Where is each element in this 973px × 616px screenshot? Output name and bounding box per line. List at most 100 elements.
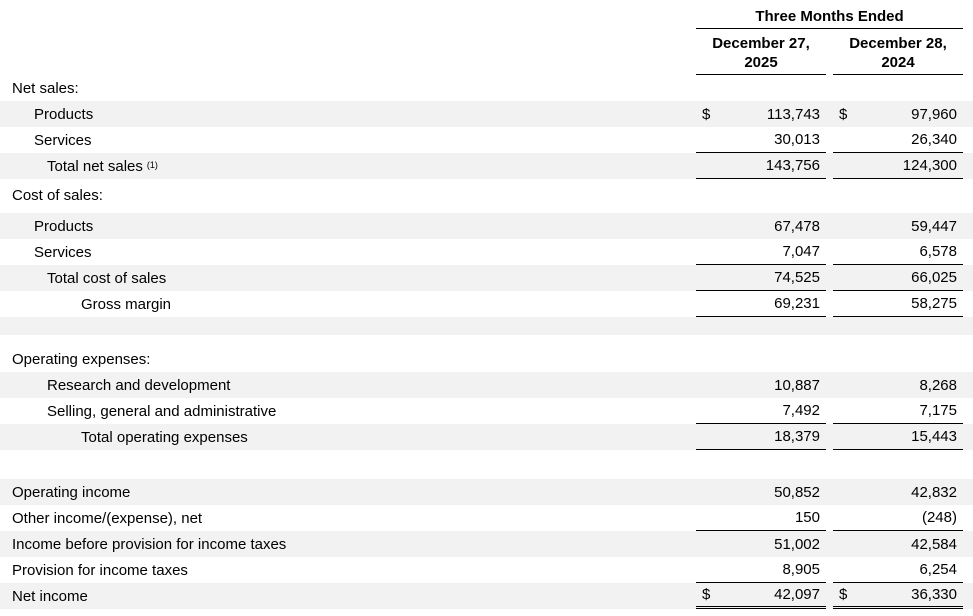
row-label: Total net sales (1) [47, 157, 158, 175]
table-row: Operating expenses: [0, 346, 973, 372]
column-gap [826, 531, 833, 557]
dollar-sign: $ [839, 105, 848, 123]
value-col-2: 26,340 [833, 127, 963, 153]
value-col-1 [696, 182, 826, 208]
table-row: Income before provision for income taxes… [0, 531, 973, 557]
value-col-1: 150 [696, 505, 826, 531]
right-margin [963, 213, 973, 239]
column-gap [826, 424, 833, 450]
table-row: Net income $42,097 $36,330 [0, 583, 973, 609]
row-label: Net income [12, 587, 88, 605]
period-2-line-2: 2024 [881, 54, 915, 71]
spacer-row [0, 450, 973, 479]
table-header: Three Months Ended December 27, 2025 Dec… [0, 8, 973, 75]
column-gap [826, 398, 833, 424]
table-row: Total cost of sales 74,525 66,025 [0, 265, 973, 291]
value-col-2: 66,025 [833, 265, 963, 291]
right-margin [963, 101, 973, 127]
column-gap [826, 505, 833, 531]
right-margin [963, 182, 973, 208]
amount: 150 [794, 509, 820, 526]
dollar-sign: $ [702, 105, 711, 123]
row-label: Gross margin [81, 295, 172, 313]
right-margin [963, 291, 973, 317]
row-label: Provision for income taxes [12, 561, 188, 579]
right-margin [963, 424, 973, 450]
column-gap [826, 182, 833, 208]
column-gap [826, 239, 833, 265]
value-col-1: 18,379 [696, 424, 826, 450]
value-col-2: $97,960 [833, 101, 963, 127]
value-col-1 [696, 75, 826, 101]
period-1-line-2: 2025 [744, 54, 778, 71]
right-margin [963, 531, 973, 557]
right-margin [963, 479, 973, 505]
amount: 51,002 [774, 535, 820, 553]
row-label: Income before provision for income taxes [12, 535, 287, 553]
amount: 10,887 [774, 376, 820, 394]
table-row: Total net sales (1) 143,756 124,300 [0, 153, 973, 179]
value-col-1: 143,756 [696, 153, 826, 179]
amount: 124,300 [902, 157, 957, 174]
value-col-2: 42,584 [833, 531, 963, 557]
dollar-sign: $ [839, 586, 848, 603]
amount: 42,097 [774, 586, 820, 603]
table-row: Gross margin 69,231 58,275 [0, 291, 973, 317]
spacer-row [0, 335, 973, 346]
period-column-1: December 27, 2025 [696, 33, 826, 75]
value-col-2 [833, 182, 963, 208]
column-gap [826, 127, 833, 153]
amount: 8,905 [782, 561, 820, 578]
table-row: Services 30,013 26,340 [0, 127, 973, 153]
table-row: Provision for income taxes 8,905 6,254 [0, 557, 973, 583]
value-col-1: 67,478 [696, 213, 826, 239]
amount: 6,254 [919, 561, 957, 578]
value-col-2: 58,275 [833, 291, 963, 317]
row-label: Total operating expenses [81, 428, 248, 446]
amount: 58,275 [911, 295, 957, 312]
value-col-1: 7,047 [696, 239, 826, 265]
column-gap [826, 153, 833, 179]
amount: 15,443 [911, 428, 957, 445]
column-gap [826, 213, 833, 239]
header-period-block: Three Months Ended December 27, 2025 Dec… [696, 8, 963, 75]
value-col-2: 42,832 [833, 479, 963, 505]
table-row: Total operating expenses 18,379 15,443 [0, 424, 973, 450]
amount: 18,379 [774, 428, 820, 445]
value-col-1: $42,097 [696, 583, 826, 609]
value-col-1: $113,743 [696, 101, 826, 127]
right-margin [963, 346, 973, 372]
amount: 7,492 [782, 402, 820, 419]
row-label: Net sales: [12, 79, 79, 97]
row-label: Operating expenses: [12, 350, 151, 368]
right-margin [963, 505, 973, 531]
row-label: Other income/(expense), net [12, 509, 203, 527]
amount: 26,340 [911, 131, 957, 148]
footnote-marker: (1) [146, 160, 158, 170]
value-col-1: 10,887 [696, 372, 826, 398]
value-col-1: 7,492 [696, 398, 826, 424]
value-col-1: 50,852 [696, 479, 826, 505]
table-row: Cost of sales: [0, 182, 973, 208]
right-margin [963, 153, 973, 179]
value-col-1: 30,013 [696, 127, 826, 153]
dollar-sign: $ [702, 586, 711, 603]
column-gap [826, 479, 833, 505]
row-label: Research and development [47, 376, 231, 394]
table-row: Research and development 10,887 8,268 [0, 372, 973, 398]
right-margin [963, 265, 973, 291]
amount: (248) [921, 509, 957, 526]
amount: 59,447 [911, 217, 957, 235]
value-col-2: 8,268 [833, 372, 963, 398]
right-margin [963, 127, 973, 153]
value-col-2: 124,300 [833, 153, 963, 179]
period-1-line-1: December 27, [712, 35, 810, 52]
amount: 143,756 [765, 157, 820, 174]
amount: 7,175 [919, 402, 957, 419]
value-col-1: 74,525 [696, 265, 826, 291]
row-label: Services [34, 243, 92, 261]
right-margin [963, 239, 973, 265]
table-body: Net sales: Products $113,743 $97,960 Service… [0, 75, 973, 609]
row-label: Products [34, 217, 94, 235]
